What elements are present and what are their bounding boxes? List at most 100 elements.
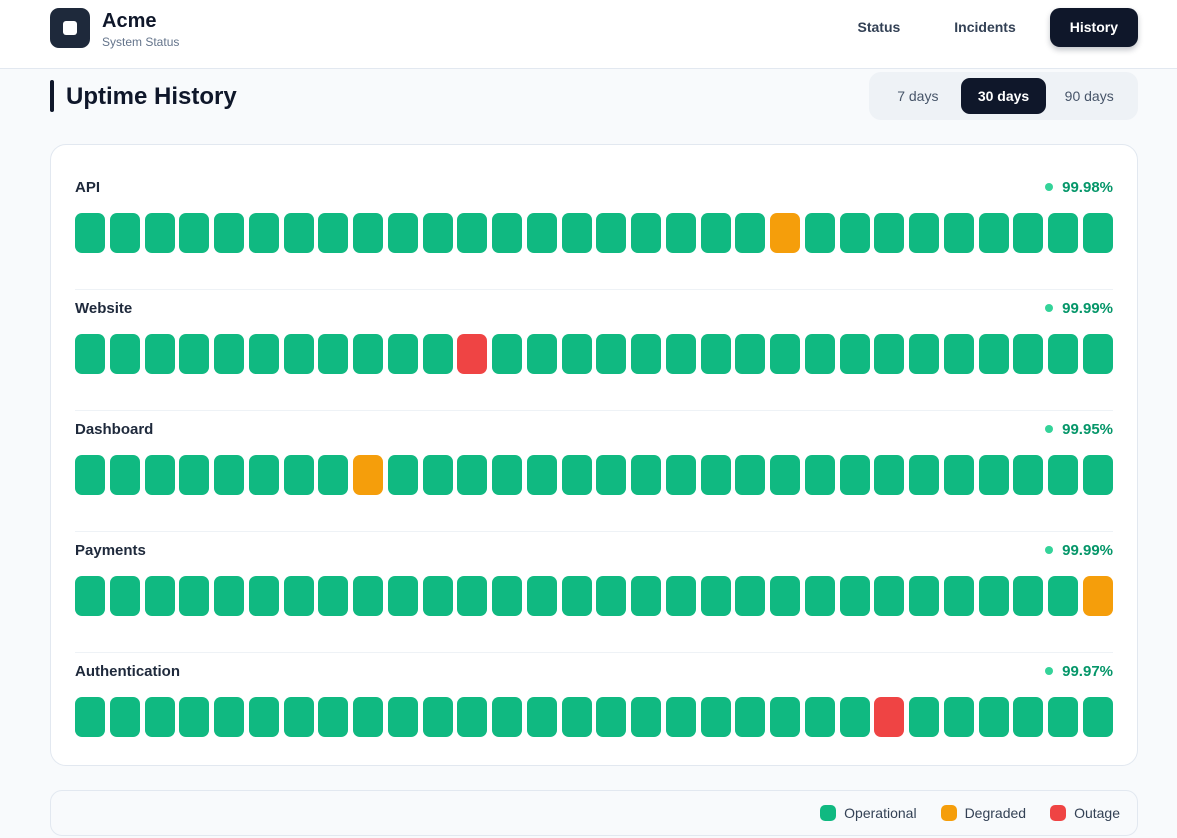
range-option[interactable]: 30 days bbox=[960, 78, 1047, 114]
day-bar[interactable] bbox=[665, 213, 696, 253]
day-bar[interactable] bbox=[561, 697, 592, 737]
day-bar[interactable] bbox=[353, 455, 383, 495]
day-bar[interactable] bbox=[457, 697, 488, 737]
day-bar[interactable] bbox=[631, 334, 661, 374]
day-bar[interactable] bbox=[1013, 455, 1044, 495]
day-bar[interactable] bbox=[804, 697, 835, 737]
day-bar[interactable] bbox=[353, 213, 383, 253]
day-bar[interactable] bbox=[248, 576, 279, 616]
day-bar[interactable] bbox=[1048, 334, 1078, 374]
day-bar[interactable] bbox=[144, 334, 175, 374]
day-bar[interactable] bbox=[422, 697, 453, 737]
day-bar[interactable] bbox=[214, 576, 244, 616]
day-bar[interactable] bbox=[422, 213, 453, 253]
day-bar[interactable] bbox=[804, 334, 835, 374]
day-bar[interactable] bbox=[839, 334, 870, 374]
day-bar[interactable] bbox=[943, 334, 974, 374]
day-bar[interactable] bbox=[1082, 697, 1113, 737]
day-bar[interactable] bbox=[318, 697, 349, 737]
day-bar[interactable] bbox=[179, 576, 210, 616]
day-bar[interactable] bbox=[109, 576, 140, 616]
day-bar[interactable] bbox=[179, 697, 210, 737]
day-bar[interactable] bbox=[1048, 455, 1078, 495]
day-bar[interactable] bbox=[75, 455, 105, 495]
day-bar[interactable] bbox=[1013, 576, 1044, 616]
day-bar[interactable] bbox=[596, 213, 627, 253]
day-bar[interactable] bbox=[109, 213, 140, 253]
day-bar[interactable] bbox=[770, 334, 800, 374]
day-bar[interactable] bbox=[978, 576, 1009, 616]
day-bar[interactable] bbox=[109, 334, 140, 374]
nav-link[interactable]: History bbox=[1049, 8, 1138, 47]
day-bar[interactable] bbox=[214, 213, 244, 253]
day-bar[interactable] bbox=[353, 697, 383, 737]
day-bar[interactable] bbox=[75, 576, 105, 616]
day-bar[interactable] bbox=[909, 576, 939, 616]
day-bar[interactable] bbox=[943, 455, 974, 495]
day-bar[interactable] bbox=[735, 576, 766, 616]
day-bar[interactable] bbox=[283, 213, 314, 253]
day-bar[interactable] bbox=[1013, 697, 1044, 737]
day-bar[interactable] bbox=[978, 213, 1009, 253]
day-bar[interactable] bbox=[387, 576, 418, 616]
day-bar[interactable] bbox=[874, 576, 905, 616]
day-bar[interactable] bbox=[526, 455, 557, 495]
day-bar[interactable] bbox=[665, 576, 696, 616]
day-bar[interactable] bbox=[1013, 334, 1044, 374]
day-bar[interactable] bbox=[700, 697, 731, 737]
day-bar[interactable] bbox=[179, 334, 210, 374]
day-bar[interactable] bbox=[700, 576, 731, 616]
day-bar[interactable] bbox=[353, 334, 383, 374]
day-bar[interactable] bbox=[596, 697, 627, 737]
day-bar[interactable] bbox=[422, 334, 453, 374]
day-bar[interactable] bbox=[144, 455, 175, 495]
day-bar[interactable] bbox=[109, 455, 140, 495]
day-bar[interactable] bbox=[75, 697, 105, 737]
nav-link[interactable]: Status bbox=[857, 19, 901, 35]
day-bar[interactable] bbox=[214, 334, 244, 374]
day-bar[interactable] bbox=[318, 455, 349, 495]
day-bar[interactable] bbox=[353, 576, 383, 616]
day-bar[interactable] bbox=[387, 334, 418, 374]
day-bar[interactable] bbox=[144, 697, 175, 737]
day-bar[interactable] bbox=[248, 213, 279, 253]
day-bar[interactable] bbox=[804, 576, 835, 616]
brand-name[interactable]: Acme bbox=[102, 10, 157, 32]
day-bar[interactable] bbox=[804, 213, 835, 253]
day-bar[interactable] bbox=[735, 455, 766, 495]
day-bar[interactable] bbox=[457, 334, 488, 374]
day-bar[interactable] bbox=[943, 576, 974, 616]
day-bar[interactable] bbox=[839, 697, 870, 737]
day-bar[interactable] bbox=[770, 213, 800, 253]
day-bar[interactable] bbox=[248, 697, 279, 737]
day-bar[interactable] bbox=[631, 697, 661, 737]
day-bar[interactable] bbox=[179, 455, 210, 495]
day-bar[interactable] bbox=[109, 697, 140, 737]
day-bar[interactable] bbox=[596, 334, 627, 374]
day-bar[interactable] bbox=[387, 697, 418, 737]
day-bar[interactable] bbox=[1048, 576, 1078, 616]
day-bar[interactable] bbox=[874, 697, 905, 737]
logo[interactable] bbox=[50, 8, 90, 48]
day-bar[interactable] bbox=[1082, 334, 1113, 374]
day-bar[interactable] bbox=[1082, 213, 1113, 253]
day-bar[interactable] bbox=[492, 697, 522, 737]
day-bar[interactable] bbox=[561, 213, 592, 253]
day-bar[interactable] bbox=[596, 455, 627, 495]
day-bar[interactable] bbox=[526, 576, 557, 616]
day-bar[interactable] bbox=[839, 213, 870, 253]
day-bar[interactable] bbox=[248, 455, 279, 495]
day-bar[interactable] bbox=[526, 334, 557, 374]
day-bar[interactable] bbox=[179, 213, 210, 253]
day-bar[interactable] bbox=[804, 455, 835, 495]
range-option[interactable]: 90 days bbox=[1064, 88, 1114, 104]
day-bar[interactable] bbox=[526, 213, 557, 253]
day-bar[interactable] bbox=[492, 576, 522, 616]
day-bar[interactable] bbox=[75, 213, 105, 253]
day-bar[interactable] bbox=[492, 334, 522, 374]
day-bar[interactable] bbox=[214, 455, 244, 495]
day-bar[interactable] bbox=[839, 576, 870, 616]
day-bar[interactable] bbox=[631, 576, 661, 616]
day-bar[interactable] bbox=[770, 697, 800, 737]
day-bar[interactable] bbox=[492, 455, 522, 495]
